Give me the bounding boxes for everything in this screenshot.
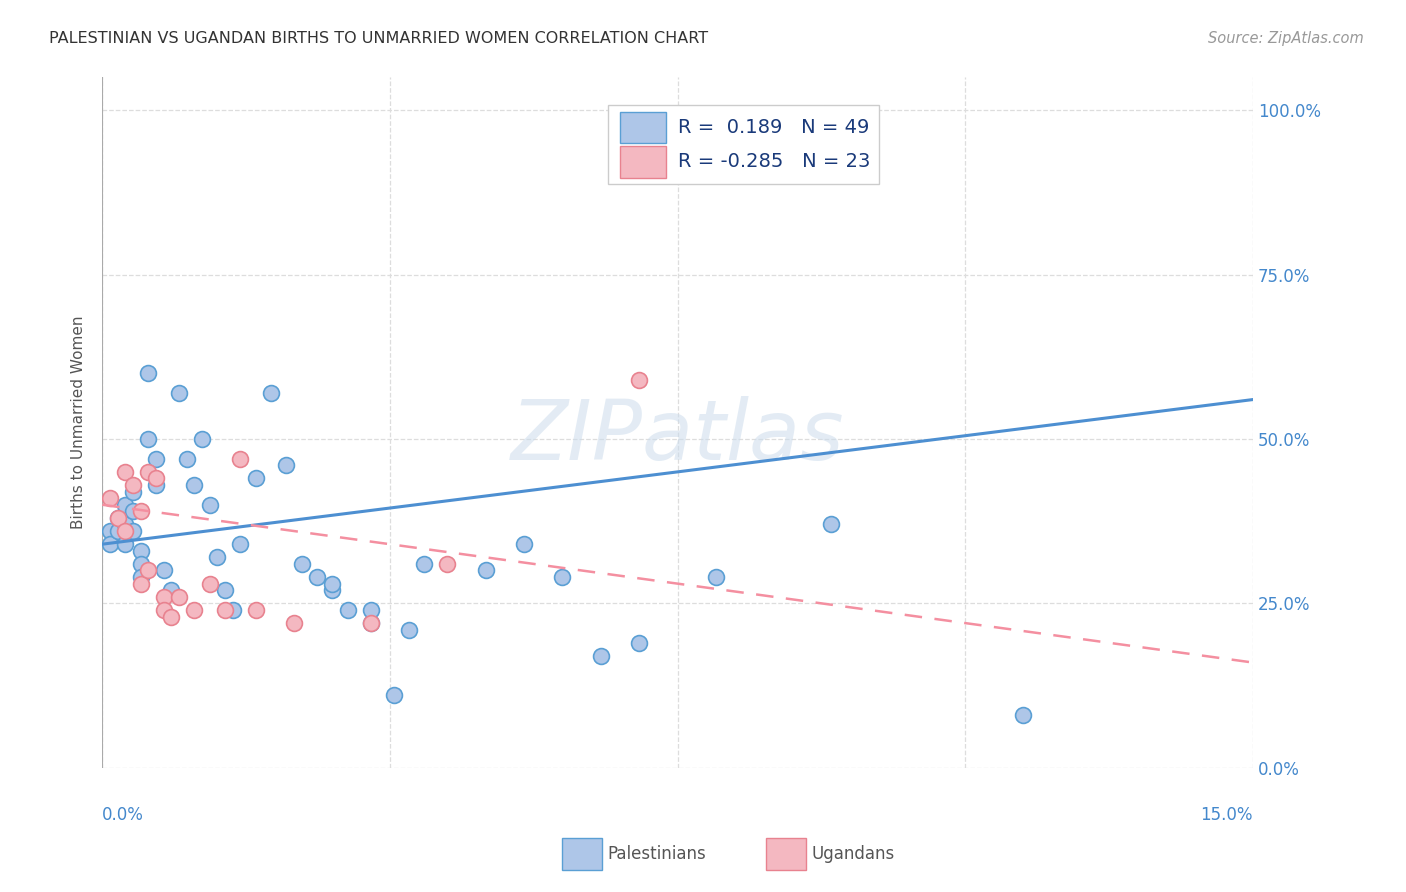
Point (152, 564, 174, 578)
Point (129, 570, 152, 584)
Point (107, 511, 129, 525)
Text: R =  0.189   N = 49: R = 0.189 N = 49 (678, 118, 869, 136)
Point (152, 603, 174, 617)
Text: PALESTINIAN VS UGANDAN BIRTHS TO UNMARRIED WOMEN CORRELATION CHART: PALESTINIAN VS UGANDAN BIRTHS TO UNMARRI… (49, 31, 709, 46)
Point (260, 386, 283, 401)
Point (398, 623, 420, 637)
Point (107, 524, 129, 538)
Point (145, 451, 167, 466)
Point (207, 550, 229, 565)
Point (589, 648, 612, 663)
FancyBboxPatch shape (620, 146, 666, 178)
Point (229, 537, 252, 551)
Point (214, 603, 236, 617)
Point (474, 564, 496, 578)
Point (291, 557, 314, 571)
Point (136, 465, 159, 479)
Point (183, 603, 205, 617)
Point (136, 432, 159, 446)
Point (129, 576, 152, 591)
Point (160, 583, 183, 598)
Point (129, 504, 152, 518)
Point (98, 524, 121, 538)
Point (820, 517, 842, 532)
Text: Ugandans: Ugandans (811, 845, 894, 863)
Text: 0.0%: 0.0% (103, 805, 143, 823)
Point (98, 537, 121, 551)
Point (122, 504, 145, 518)
Point (360, 603, 382, 617)
Point (98, 491, 121, 505)
FancyBboxPatch shape (620, 112, 666, 143)
Point (114, 465, 136, 479)
Text: ZIPatlas: ZIPatlas (510, 396, 845, 477)
Point (136, 564, 159, 578)
Point (114, 517, 136, 532)
Point (107, 511, 129, 525)
Text: 15.0%: 15.0% (1201, 805, 1253, 823)
Point (145, 471, 167, 485)
Point (167, 386, 190, 401)
Point (229, 451, 252, 466)
Point (276, 458, 298, 473)
Point (122, 478, 145, 492)
Point (198, 576, 221, 591)
Point (1011, 708, 1033, 723)
Point (183, 478, 205, 492)
Text: Source: ZipAtlas.com: Source: ZipAtlas.com (1208, 31, 1364, 46)
Point (628, 373, 651, 387)
Point (122, 484, 145, 499)
Point (145, 478, 167, 492)
Point (136, 366, 159, 380)
Point (198, 498, 221, 512)
Point (628, 636, 651, 650)
Point (152, 590, 174, 604)
FancyBboxPatch shape (609, 105, 879, 185)
Point (436, 557, 458, 571)
Point (160, 609, 183, 624)
Point (245, 471, 267, 485)
Text: Palestinians: Palestinians (607, 845, 706, 863)
Point (129, 557, 152, 571)
Point (305, 570, 328, 584)
Point (413, 557, 436, 571)
Text: R = -0.285   N = 23: R = -0.285 N = 23 (678, 153, 870, 171)
Point (122, 524, 145, 538)
Point (214, 583, 236, 598)
Point (191, 432, 214, 446)
Point (167, 590, 190, 604)
Point (114, 524, 136, 538)
Point (114, 537, 136, 551)
Point (336, 603, 359, 617)
Point (360, 616, 382, 631)
Point (513, 537, 536, 551)
Point (114, 498, 136, 512)
Point (551, 570, 574, 584)
Point (704, 570, 727, 584)
Point (321, 583, 343, 598)
Point (283, 616, 305, 631)
Point (176, 451, 198, 466)
Point (360, 616, 382, 631)
Point (245, 603, 267, 617)
Point (129, 543, 152, 558)
Point (221, 603, 243, 617)
Y-axis label: Births to Unmarried Women: Births to Unmarried Women (72, 316, 86, 529)
Point (382, 689, 405, 703)
Point (321, 576, 343, 591)
